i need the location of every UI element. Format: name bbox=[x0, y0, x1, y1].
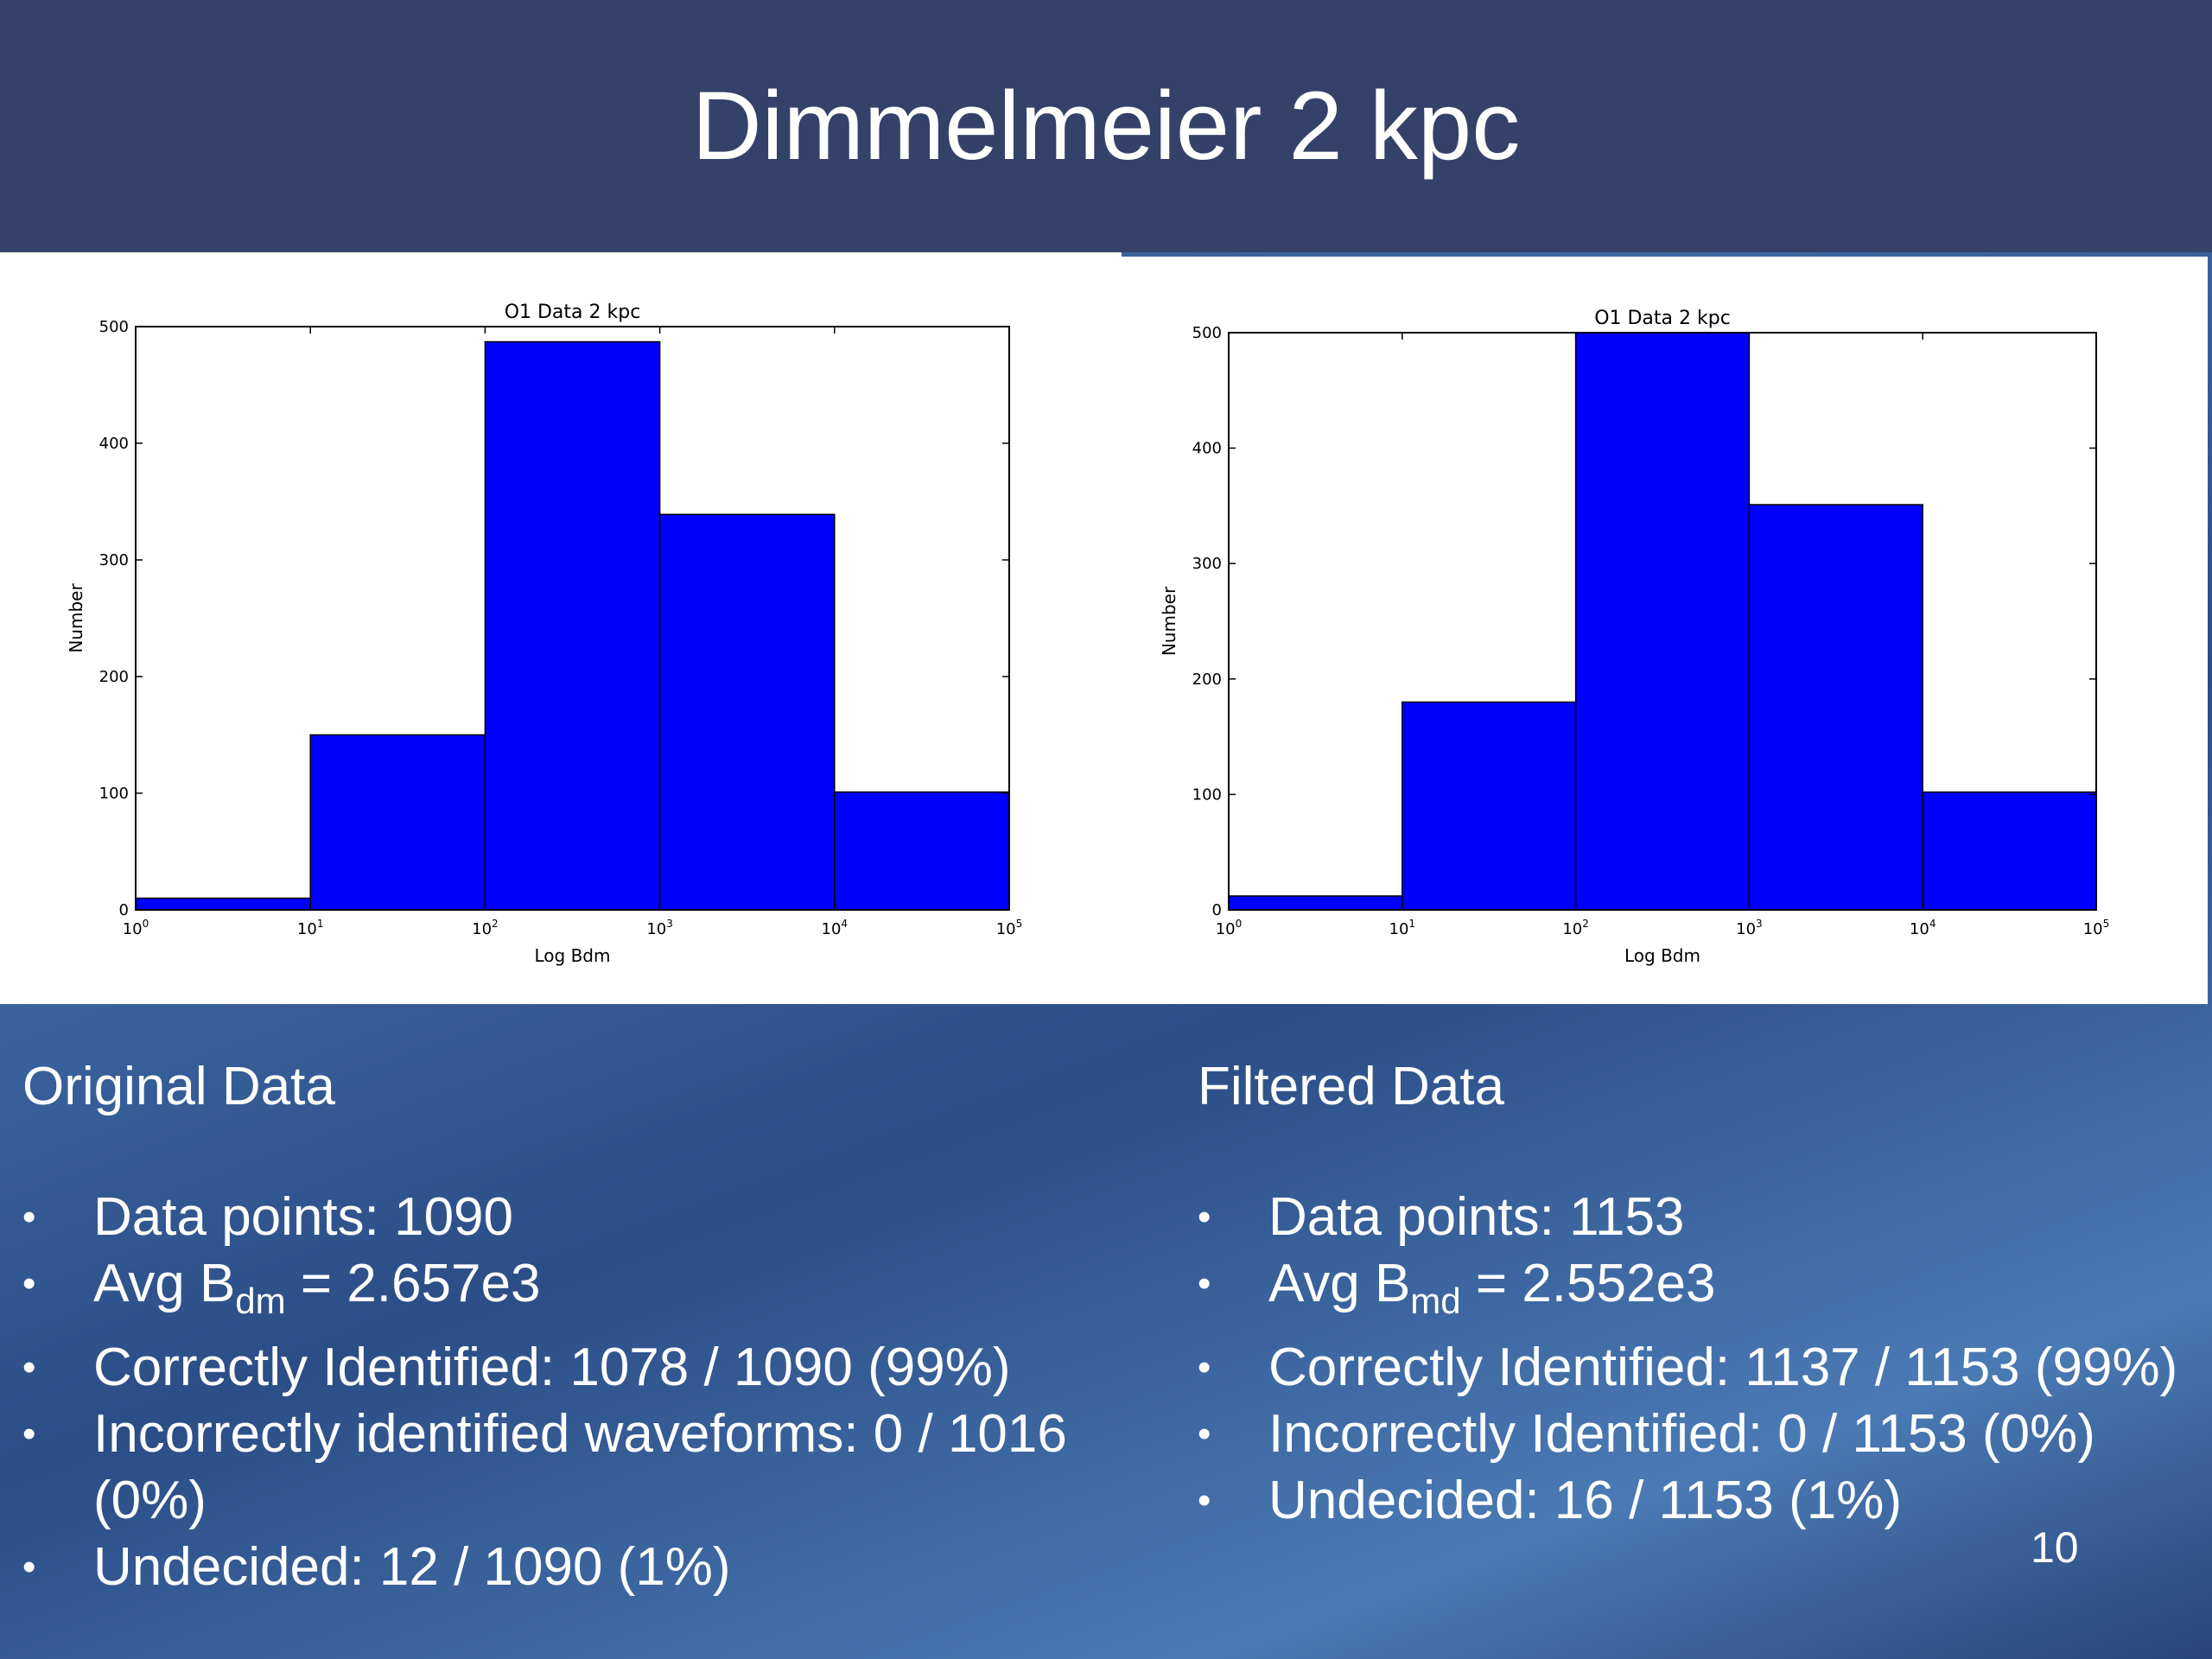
histogram-bar bbox=[1922, 791, 2097, 911]
y-tick-label: 200 bbox=[1192, 671, 1222, 689]
x-tick-label: 105 bbox=[2083, 918, 2110, 938]
left-bullet-item: • Incorrectly identified waveforms: 0 / 1… bbox=[22, 1401, 1111, 1534]
x-tick-label: 102 bbox=[472, 918, 499, 938]
bullet-dot: • bbox=[22, 1196, 36, 1238]
left-bullet-item: • Avg Bdm = 2.657e3 bbox=[22, 1250, 1111, 1334]
bullet-text: Incorrectly Identified: 0 / 1153 (0%) bbox=[1268, 1404, 2095, 1464]
x-tick-label: 103 bbox=[646, 918, 673, 938]
bullet-text: Correctly Identified: 1137 / 1153 (99%) bbox=[1268, 1338, 2178, 1397]
chart-panel-filtered: 0 100 200 300 400 500 100 101 102 103 104 105 O1 Dat… bbox=[1122, 257, 2208, 1004]
bullet-text: = 2.657e3 bbox=[285, 1254, 541, 1313]
x-tick-label: 104 bbox=[1910, 918, 1936, 938]
right-bullet-item: • Avg Bmd = 2.552e3 bbox=[1198, 1250, 2191, 1334]
y-tick-label: 500 bbox=[99, 318, 129, 336]
filtered-data-list: • Data points: 1153 • Avg Bmd = 2.552e3 • Cor… bbox=[1198, 1184, 2191, 1534]
original-data-heading: Original Data bbox=[22, 1057, 335, 1116]
right-bullet-item: • Undecided: 16 / 1153 (1%) bbox=[1198, 1467, 2191, 1534]
plot-frame bbox=[135, 326, 1010, 911]
original-data-list: • Data points: 1090 • Avg Bdm = 2.657e3 • Cor… bbox=[22, 1184, 1111, 1600]
bullet-subscript: dm bbox=[235, 1281, 286, 1321]
y-tick-label: 300 bbox=[1192, 555, 1222, 573]
bullet-dot: • bbox=[1198, 1346, 1211, 1389]
y-tick-label: 300 bbox=[99, 551, 129, 569]
right-bullet-item: • Correctly Identified: 1137 / 1153 (99%) bbox=[1198, 1334, 2191, 1401]
y-tick-label: 0 bbox=[1212, 901, 1222, 919]
bullet-dot: • bbox=[22, 1546, 36, 1588]
bullet-text: Avg B bbox=[1268, 1254, 1411, 1313]
histogram-bar bbox=[309, 734, 486, 911]
chart-title: O1 Data 2 kpc bbox=[1594, 308, 1731, 329]
bullet-dot: • bbox=[1198, 1479, 1211, 1522]
right-bullet-item: • Incorrectly Identified: 0 / 1153 (0%) bbox=[1198, 1401, 2191, 1467]
bullet-dot: • bbox=[1198, 1413, 1211, 1455]
x-tick-label: 105 bbox=[996, 918, 1023, 938]
bullet-text: = 2.552e3 bbox=[1460, 1254, 1716, 1313]
histogram-bar bbox=[484, 340, 661, 911]
bullet-text: Undecided: 12 / 1090 (1%) bbox=[93, 1537, 731, 1597]
histogram-bar bbox=[1574, 332, 1751, 911]
bullet-dot: • bbox=[1198, 1196, 1211, 1238]
bullet-text: Incorrectly identified waveforms: 0 / 10… bbox=[93, 1404, 1067, 1530]
bullet-text: Data points: 1090 bbox=[93, 1187, 514, 1247]
x-tick-label: 101 bbox=[1389, 918, 1416, 938]
x-tick-label: 103 bbox=[1736, 918, 1763, 938]
right-bullet-item: • Data points: 1153 bbox=[1198, 1184, 2191, 1250]
bullet-dot: • bbox=[22, 1262, 36, 1305]
x-axis-label: Log Bdm bbox=[535, 945, 611, 966]
bullet-text: Correctly Identified: 1078 / 1090 (99%) bbox=[93, 1338, 1011, 1397]
bullet-text: Avg B bbox=[93, 1254, 236, 1313]
y-tick-label: 400 bbox=[1192, 440, 1222, 458]
slide-title: Dimmelmeier 2 kpc bbox=[691, 72, 1521, 180]
page-number: 10 bbox=[2031, 1523, 2079, 1572]
histogram-bar bbox=[1748, 504, 1923, 911]
bullet-text: Undecided: 16 / 1153 (1%) bbox=[1268, 1471, 1902, 1530]
histogram-bar bbox=[834, 791, 1010, 911]
x-tick-label: 102 bbox=[1562, 918, 1589, 938]
histogram-bar bbox=[1402, 701, 1577, 911]
y-axis-label: Number bbox=[66, 583, 86, 653]
y-tick-label: 100 bbox=[1192, 785, 1222, 804]
histogram-bar bbox=[135, 897, 311, 911]
bullet-dot: • bbox=[1198, 1262, 1211, 1305]
y-tick-label: 200 bbox=[99, 668, 129, 686]
title-bar bbox=[0, 0, 2212, 252]
chart-panel-original: 0 100 200 300 400 500 100 101 102 103 104 105 O1 Dat… bbox=[0, 252, 1122, 1004]
bullet-dot: • bbox=[22, 1413, 36, 1455]
x-tick-label: 100 bbox=[1216, 918, 1243, 938]
left-bullet-item: • Undecided: 12 / 1090 (1%) bbox=[22, 1534, 1111, 1600]
bullet-text: Data points: 1153 bbox=[1268, 1187, 1685, 1247]
x-tick-label: 101 bbox=[297, 918, 324, 938]
y-tick-label: 100 bbox=[99, 785, 129, 803]
y-axis-label: Number bbox=[1159, 586, 1179, 656]
plot-frame bbox=[1228, 332, 2097, 911]
histogram-bar bbox=[658, 513, 836, 911]
histogram-bar bbox=[1228, 895, 1403, 911]
x-tick-label: 104 bbox=[822, 918, 849, 938]
chart-title: O1 Data 2 kpc bbox=[505, 302, 641, 323]
left-bullet-item: • Correctly Identified: 1078 / 1090 (99%) bbox=[22, 1334, 1111, 1401]
bullet-subscript: md bbox=[1410, 1281, 1461, 1321]
y-tick-label: 400 bbox=[99, 435, 129, 453]
filtered-data-heading: Filtered Data bbox=[1198, 1057, 1504, 1116]
x-tick-label: 100 bbox=[123, 918, 149, 938]
y-tick-label: 0 bbox=[119, 901, 129, 919]
left-bullet-item: • Data points: 1090 bbox=[22, 1184, 1111, 1250]
y-tick-label: 500 bbox=[1192, 324, 1222, 342]
x-axis-label: Log Bdm bbox=[1624, 945, 1700, 966]
bullet-dot: • bbox=[22, 1346, 36, 1389]
